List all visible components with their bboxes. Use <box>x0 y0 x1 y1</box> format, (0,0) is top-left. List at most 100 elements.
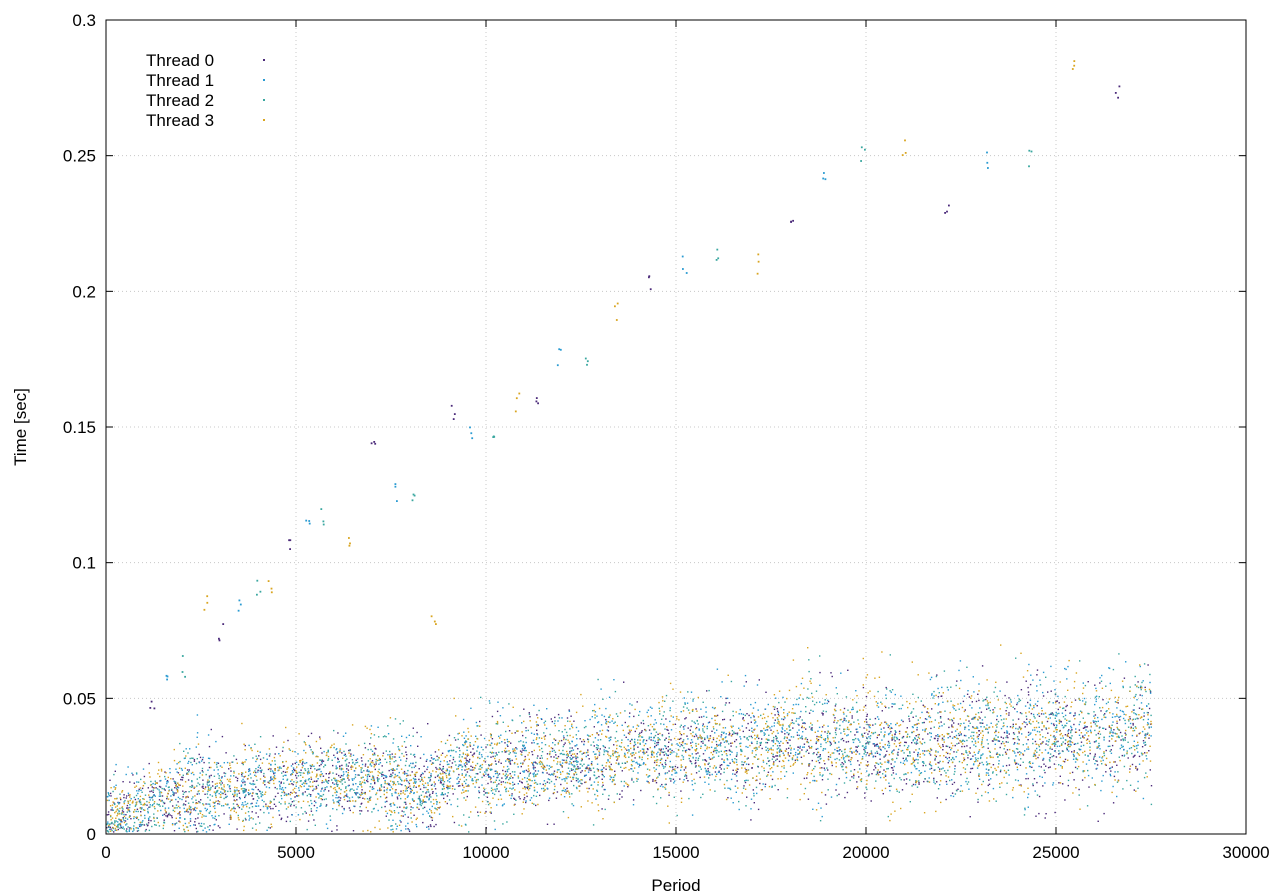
data-point <box>640 731 643 734</box>
data-point <box>647 725 650 727</box>
data-point <box>1082 736 1084 738</box>
data-point <box>977 757 979 760</box>
data-point <box>874 744 876 746</box>
data-point <box>322 760 325 762</box>
data-point <box>195 762 198 765</box>
data-point <box>114 829 116 831</box>
data-point <box>586 766 588 768</box>
data-point <box>991 740 994 742</box>
data-point <box>488 776 490 778</box>
data-point <box>1047 732 1049 734</box>
data-point <box>119 824 122 826</box>
data-point <box>802 722 804 724</box>
data-point <box>373 777 375 780</box>
data-point <box>561 759 564 761</box>
data-point <box>244 744 246 747</box>
data-point <box>1108 735 1111 738</box>
data-point <box>1105 764 1107 766</box>
data-point <box>387 725 389 727</box>
data-point <box>164 789 166 791</box>
data-point <box>722 719 724 721</box>
data-point <box>1030 723 1032 725</box>
data-point <box>1002 741 1004 743</box>
data-point <box>1149 681 1151 684</box>
data-point <box>328 790 330 792</box>
data-point <box>1110 770 1112 772</box>
data-point <box>136 790 138 792</box>
data-point <box>861 733 863 735</box>
data-point <box>392 819 394 821</box>
data-point <box>615 756 617 758</box>
data-point <box>333 783 335 785</box>
data-point <box>934 769 936 771</box>
data-point <box>654 740 656 742</box>
data-point <box>255 771 257 774</box>
data-point <box>346 793 348 795</box>
data-point <box>813 752 815 754</box>
data-point <box>405 736 408 739</box>
data-point <box>183 791 186 794</box>
data-point <box>574 768 577 770</box>
data-point <box>249 773 252 775</box>
data-point <box>1132 709 1135 711</box>
data-point <box>476 750 478 752</box>
data-point <box>374 782 376 785</box>
data-point <box>375 761 377 763</box>
data-point <box>639 764 641 766</box>
data-point <box>464 741 466 743</box>
data-point <box>613 779 615 781</box>
data-point <box>966 693 969 695</box>
data-point <box>323 790 325 792</box>
data-point <box>422 791 424 793</box>
data-point <box>198 800 200 803</box>
data-point <box>1140 702 1143 704</box>
data-point <box>874 717 877 720</box>
data-point <box>1111 716 1114 718</box>
data-point <box>745 727 748 729</box>
data-point <box>880 731 882 733</box>
data-point <box>435 823 437 826</box>
data-point <box>836 722 838 724</box>
data-point <box>777 718 779 721</box>
data-point <box>917 696 919 699</box>
data-point <box>781 718 783 720</box>
data-point <box>292 771 294 773</box>
data-point <box>413 766 415 769</box>
data-point <box>465 735 467 737</box>
data-point <box>391 753 393 755</box>
data-point <box>691 814 694 816</box>
data-point <box>294 769 296 772</box>
data-point <box>1133 745 1136 748</box>
data-point <box>725 733 727 735</box>
data-point <box>691 741 694 743</box>
data-point <box>336 791 338 793</box>
data-point <box>415 823 417 826</box>
data-point <box>1133 704 1135 706</box>
data-point <box>216 785 218 787</box>
data-point <box>169 768 171 770</box>
data-point <box>1025 721 1027 724</box>
data-point <box>1080 741 1083 743</box>
data-point <box>502 769 504 772</box>
data-point <box>588 767 591 769</box>
data-point <box>305 812 307 814</box>
data-point <box>328 780 330 782</box>
data-point <box>162 827 164 830</box>
data-point <box>328 773 330 775</box>
data-point <box>986 708 988 710</box>
data-point <box>325 773 327 775</box>
data-point <box>536 733 538 735</box>
data-point <box>333 754 335 756</box>
data-point <box>496 723 499 725</box>
data-point <box>167 807 170 809</box>
data-point <box>818 756 820 758</box>
data-point <box>941 737 944 739</box>
data-point <box>363 742 366 745</box>
data-point <box>876 736 878 739</box>
data-point <box>397 783 400 785</box>
data-point <box>120 826 122 829</box>
data-point <box>888 733 890 736</box>
data-point <box>975 700 978 703</box>
data-point <box>596 790 599 792</box>
data-point <box>900 779 902 781</box>
